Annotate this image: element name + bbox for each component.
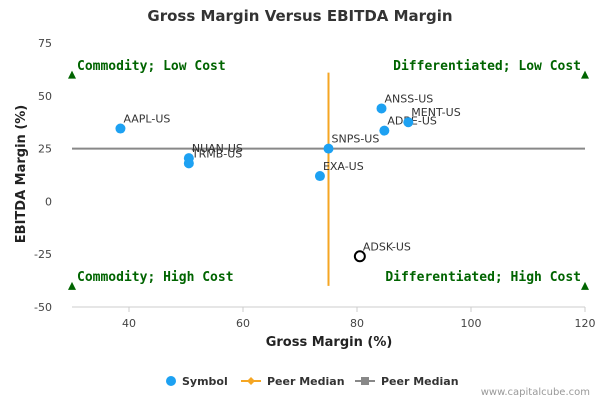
data-point [376,103,387,114]
y-tick-label: 25 [38,143,52,156]
data-point-label: SNPS-US [332,133,380,146]
data-point-label: NUAN-US [192,142,243,155]
data-point-label: TRMB-US [191,147,242,160]
data-point [323,143,334,154]
legend-peer-median-horizontal-label: Peer Median [381,375,459,388]
legend-peer-median-vertical-label: Peer Median [267,375,345,388]
highlighted-data-point-label: ADSK-US [363,240,411,253]
x-tick-label: 120 [575,317,596,330]
legend-peer-median-vertical-marker [247,377,255,385]
data-point-label: EXA-US [323,160,364,173]
legend-symbol-label: Symbol [182,375,228,388]
x-tick-label: 80 [350,317,364,330]
x-tick-label: 60 [236,317,250,330]
y-tick-label: -25 [34,248,52,261]
x-tick-label: 100 [461,317,482,330]
credit-text: www.capitalcube.com [481,387,590,398]
x-tick-label: 40 [122,317,136,330]
y-tick-label: 75 [38,37,52,50]
peer-median-lines [72,72,585,286]
data-point [115,123,126,134]
legend: Symbol Peer Median Peer Median [166,375,459,388]
quadrant-marker-top-right [581,70,589,79]
quadrant-label-bottom-right: Differentiated; High Cost [385,270,581,285]
data-point [183,158,194,169]
quadrant-labels: Commodity; Low Cost Differentiated; Low C… [68,59,589,290]
y-tick-label: -50 [34,301,52,314]
legend-symbol-marker [166,376,176,386]
quadrant-label-top-left: Commodity; Low Cost [77,59,226,74]
y-axis-title: EBITDA Margin (%) [14,105,29,243]
quadrant-marker-bottom-left [68,281,76,290]
axes: 40 60 80 100 120 75 50 25 0 -25 -50 [34,37,595,330]
data-point-label: AAPL-US [123,113,170,126]
quadrant-marker-bottom-right [581,281,589,290]
chart-title: Gross Margin Versus EBITDA Margin [147,7,452,25]
data-point-label: MENT-US [411,106,460,119]
data-point [403,117,414,128]
quadrant-marker-top-left [68,70,76,79]
data-point [314,171,325,182]
x-axis-title: Gross Margin (%) [266,335,393,350]
y-tick-label: 50 [38,90,52,103]
data-point [379,125,390,136]
legend-peer-median-horizontal-marker [361,377,369,385]
data-point-label: ANSS-US [385,92,434,105]
quadrant-label-bottom-left: Commodity; High Cost [77,270,234,285]
y-tick-label: 0 [45,195,52,208]
highlighted-data-point [353,250,366,263]
quadrant-label-top-right: Differentiated; Low Cost [393,59,581,74]
